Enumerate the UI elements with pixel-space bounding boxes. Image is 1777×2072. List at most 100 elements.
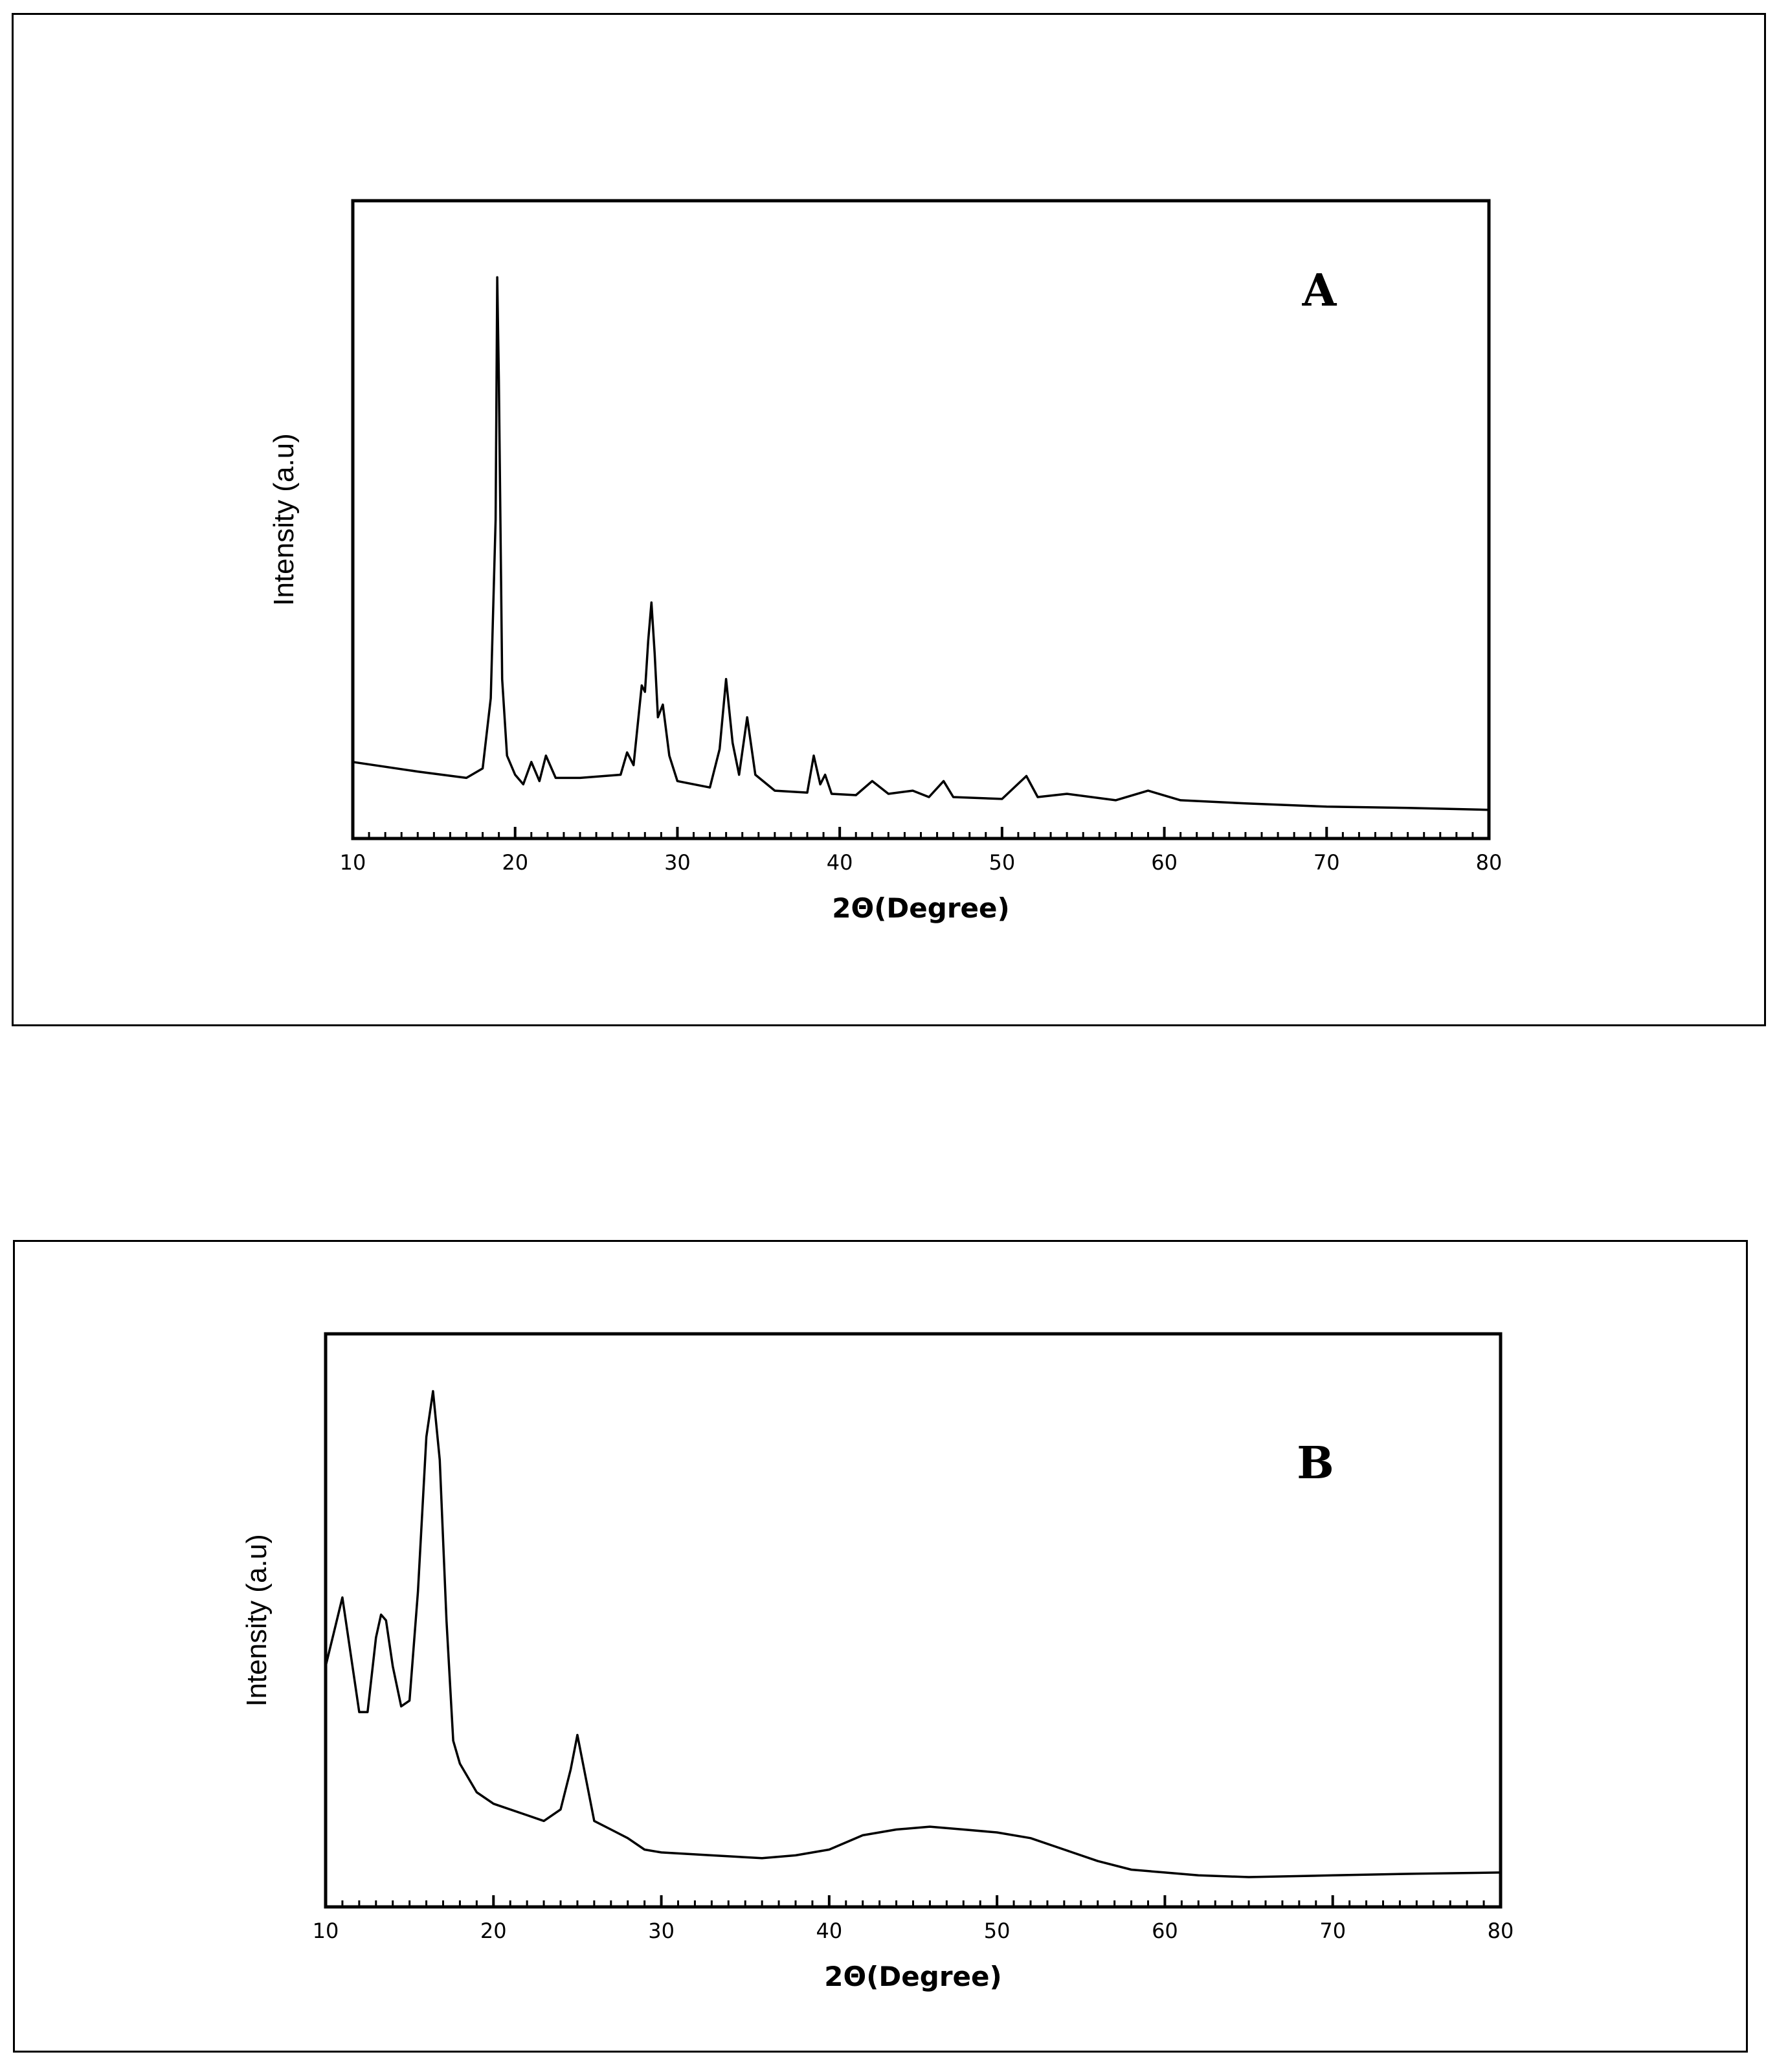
data-point: [732, 742, 733, 744]
data-point: [489, 697, 492, 699]
data-point: [644, 691, 646, 693]
panel-frame-b: [13, 1240, 1748, 2053]
data-point: [647, 640, 649, 642]
data-point: [514, 774, 516, 776]
data-point: [425, 1436, 427, 1438]
data-point: [482, 767, 484, 769]
data-point: [476, 1791, 478, 1794]
data-point: [620, 774, 621, 776]
data-point: [1130, 1869, 1132, 1871]
data-point: [352, 761, 354, 763]
x-axis-label: 2Θ(Degree): [832, 892, 1009, 924]
data-point: [465, 777, 467, 779]
data-point: [738, 774, 740, 776]
data-point: [761, 1857, 763, 1859]
data-point: [855, 794, 857, 796]
panel-label: A: [1302, 265, 1337, 317]
x-tick-label: 30: [648, 1919, 675, 1943]
data-point: [719, 748, 721, 750]
data-point: [341, 1596, 344, 1599]
y-axis-label: Intensity (a.u): [241, 1534, 273, 1707]
data-point: [459, 1762, 461, 1764]
data-point: [1247, 1876, 1250, 1878]
data-point: [452, 1740, 454, 1742]
data-point: [754, 774, 756, 776]
data-point: [400, 1706, 402, 1707]
data-point: [445, 1619, 447, 1621]
data-point: [350, 1654, 352, 1656]
x-tick-label: 50: [989, 850, 1015, 875]
data-point: [643, 1849, 645, 1851]
data-point: [1488, 809, 1490, 811]
data-point: [895, 1829, 897, 1830]
data-point: [539, 780, 541, 782]
data-point: [610, 1829, 612, 1830]
data-point: [380, 1614, 382, 1616]
data-point: [819, 783, 821, 785]
data-point: [593, 1820, 596, 1822]
x-tick-label: 30: [664, 850, 691, 875]
data-point: [530, 761, 532, 763]
data-point: [439, 1459, 441, 1461]
data-point: [711, 1854, 713, 1856]
data-point: [495, 519, 497, 521]
data-point: [928, 796, 930, 798]
x-tick-label: 70: [1319, 1919, 1346, 1943]
data-point: [662, 703, 664, 706]
data-point: [366, 1711, 369, 1713]
data-point: [1407, 807, 1409, 809]
data-point: [709, 787, 711, 789]
data-point: [862, 1834, 864, 1836]
data-point: [654, 653, 656, 655]
data-point: [641, 684, 643, 686]
data-point: [545, 754, 547, 757]
data-point: [324, 1665, 327, 1667]
data-point: [333, 1631, 335, 1633]
x-tick-label: 60: [1151, 850, 1178, 875]
data-point: [1244, 802, 1247, 805]
data-point: [668, 754, 671, 757]
data-point: [1001, 798, 1003, 800]
data-point: [432, 1390, 434, 1392]
data-point: [559, 1808, 562, 1810]
data-point: [392, 1665, 394, 1667]
data-point: [812, 754, 815, 757]
chart-a: 10 20 30 40 50 60 70 80 2Θ(Degree) Intensity (a.u…: [268, 199, 1502, 924]
data-point: [943, 780, 944, 782]
data-point: [579, 777, 581, 779]
data-point: [1198, 1875, 1200, 1876]
data-point: [828, 1849, 831, 1851]
data-point: [1416, 1873, 1418, 1875]
data-point: [831, 793, 833, 795]
data-point: [1025, 775, 1027, 777]
data-point: [774, 789, 776, 792]
data-point: [583, 1768, 585, 1770]
data-point: [651, 602, 653, 603]
chart-b: 10 20 30 40 50 60 70 80 2Θ(Degree) Intensity (a.u…: [241, 1332, 1514, 1992]
data-point: [1097, 1860, 1099, 1862]
data-point: [1179, 799, 1181, 802]
data-point: [794, 1854, 797, 1856]
data-point: [576, 1734, 579, 1736]
data-point: [496, 276, 498, 278]
data-point: [408, 1700, 410, 1702]
data-point: [1029, 1837, 1032, 1839]
data-point: [660, 1851, 662, 1854]
x-tick-label: 10: [313, 1919, 339, 1943]
data-point: [1066, 793, 1068, 795]
x-tick-label: 70: [1313, 850, 1340, 875]
data-point: [676, 780, 678, 782]
x-tick-label: 40: [827, 850, 853, 875]
data-point: [1036, 796, 1039, 798]
y-axis-label: Intensity (a.u): [268, 433, 300, 606]
data-point: [417, 771, 419, 772]
data-point: [952, 796, 954, 798]
x-tick-label: 10: [340, 850, 366, 875]
data-point: [1164, 1871, 1166, 1874]
data-point: [657, 716, 659, 719]
data-point: [627, 1837, 629, 1839]
data-point: [417, 1591, 419, 1593]
panel-frame-a: [12, 13, 1766, 1026]
data-point: [871, 780, 873, 782]
data-point: [1499, 1871, 1502, 1874]
